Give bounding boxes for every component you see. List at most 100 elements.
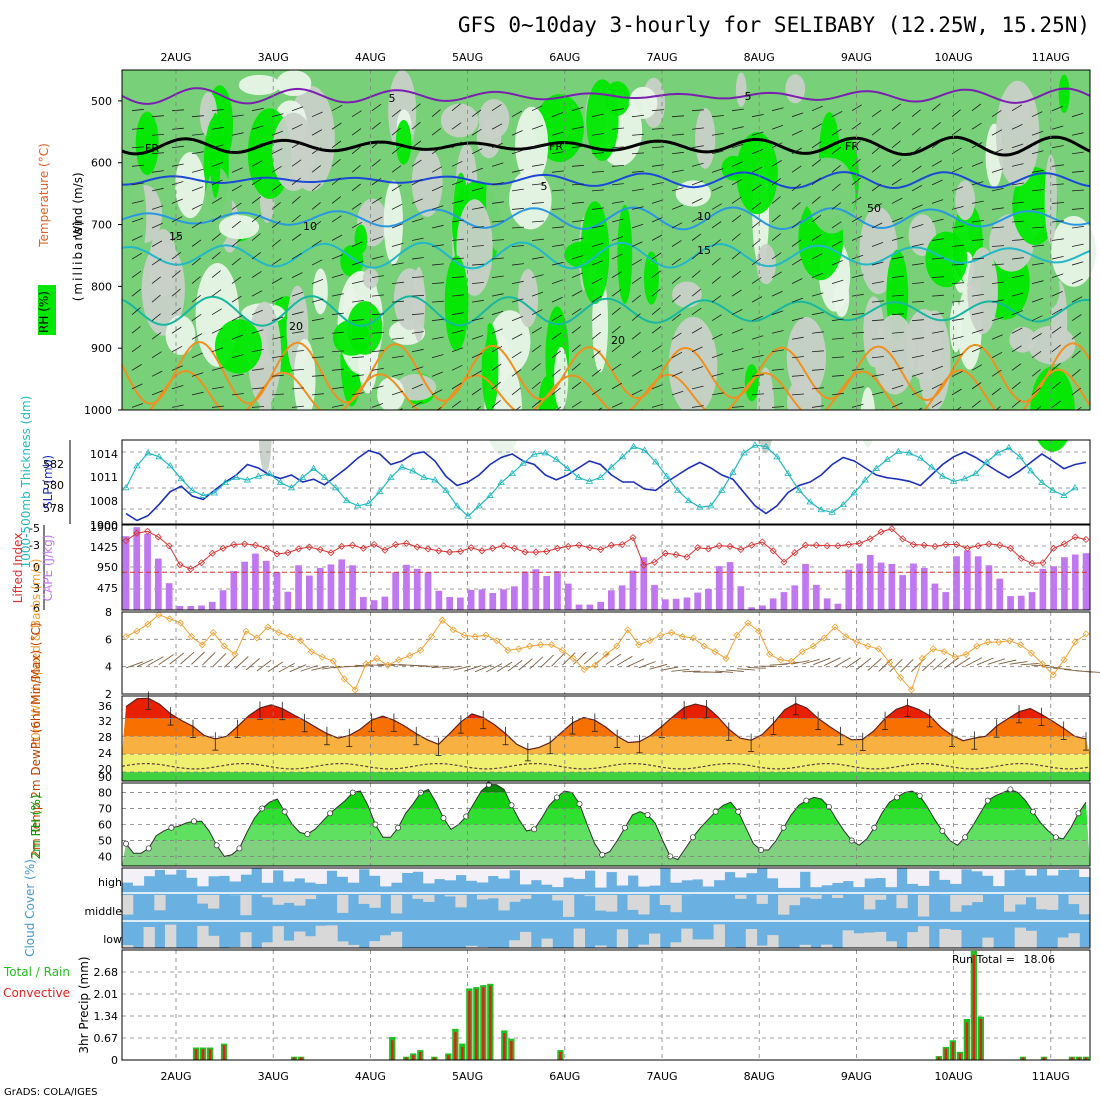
- wind-barb: [771, 214, 781, 223]
- cloud-low-clear: [595, 945, 607, 948]
- wind-barb: [331, 122, 342, 130]
- wind-barb: [631, 152, 645, 155]
- wind-barb: [691, 251, 701, 260]
- wind-barb: [451, 400, 462, 408]
- lifted-point: [305, 543, 313, 551]
- wind-speed-point: [220, 642, 228, 650]
- lifted-point: [845, 540, 853, 549]
- wind-barb: [1051, 145, 1064, 149]
- cape-bar: [877, 562, 885, 610]
- wind-barb: [231, 202, 242, 210]
- cloud-middle-clear: [659, 895, 672, 905]
- wind-barb-10m: [649, 663, 668, 670]
- wind-barb: [311, 220, 322, 229]
- cloud-middle-clear: [735, 895, 747, 899]
- wind-barb: [611, 183, 624, 186]
- wind-barb: [511, 298, 524, 303]
- wind-barb: [1011, 363, 1022, 371]
- wind-barb-10m: [409, 664, 428, 667]
- precip-conv-bar: [208, 1049, 212, 1060]
- wind-barb-10m: [987, 658, 1006, 665]
- thickness-point: [828, 508, 836, 515]
- wind-barb: [731, 108, 744, 112]
- wind-barb: [1031, 262, 1044, 266]
- wind-barb: [891, 103, 902, 112]
- precip-legend-total: Total / Rain: [3, 965, 70, 979]
- wind-barb: [731, 143, 744, 149]
- wind-barb: [751, 149, 763, 155]
- wind-speed-point: [231, 650, 239, 658]
- wind-barb-10m: [823, 657, 841, 666]
- rh-patch: [580, 201, 610, 305]
- cloud-high-clear: [337, 868, 349, 877]
- thickness-point: [420, 473, 428, 480]
- wind-barb: [771, 330, 784, 334]
- lifted-point: [316, 545, 324, 554]
- precip-tick: 0.67: [94, 1032, 119, 1045]
- wind-barb-10m: [845, 657, 862, 669]
- wind-barb: [211, 197, 223, 204]
- cape-bar: [802, 563, 809, 610]
- bottom-day-label: 2AUG: [160, 1070, 191, 1083]
- wind-barb: [731, 367, 744, 371]
- thickness-point: [541, 449, 550, 456]
- wind-barb: [911, 146, 922, 155]
- cape-bar: [532, 569, 540, 610]
- wind-speed-point: [635, 641, 643, 649]
- wind-barb: [1051, 381, 1061, 390]
- cloud-layer-low: low: [103, 933, 122, 946]
- cape-bar: [381, 596, 389, 610]
- wind-barb: [911, 204, 923, 210]
- cloud-high-clear: [692, 868, 704, 880]
- wind-barb: [511, 316, 523, 322]
- wind-barb: [511, 387, 521, 396]
- wind-barb: [211, 270, 221, 278]
- thickness-point: [519, 459, 527, 466]
- wind-barb: [491, 123, 503, 130]
- cloud-high-clear: [261, 868, 274, 883]
- wind-barb: [991, 148, 1003, 155]
- cloud-low-clear: [874, 931, 887, 948]
- cloud-middle-clear: [627, 895, 639, 910]
- rh-patch: [123, 171, 147, 264]
- wind-barb: [971, 329, 984, 334]
- cloud-low-clear: [573, 928, 585, 948]
- wind-barb: [891, 236, 904, 241]
- wind-barb: [711, 133, 724, 136]
- wind-barb: [391, 127, 401, 136]
- wind-speed-point: [646, 637, 654, 645]
- wind-barb: [471, 352, 483, 359]
- wind-barb: [891, 384, 904, 390]
- thickness-point: [254, 472, 263, 479]
- thickness-point: [497, 478, 505, 486]
- lifted-tick: -5: [29, 522, 40, 535]
- wind-barb: [331, 404, 344, 408]
- cloud-low-clear: [982, 937, 994, 948]
- wind-barb: [931, 330, 944, 334]
- rh-point: [962, 834, 969, 841]
- wind-barb: [171, 365, 183, 371]
- wind-barb: [831, 146, 842, 155]
- lifted-point: [877, 528, 885, 536]
- wind-barb: [351, 221, 363, 229]
- cape-tick: 475: [97, 582, 118, 595]
- wind-barb: [511, 263, 524, 266]
- thickness-point: [1071, 484, 1079, 491]
- cloud-middle-clear: [595, 895, 607, 911]
- wind-barb: [491, 104, 502, 112]
- wind-barb: [371, 140, 381, 149]
- wind-barb: [331, 234, 343, 241]
- lifted-tick: -3: [29, 539, 40, 552]
- wind-barb: [631, 206, 644, 210]
- cloud-low-clear: [853, 933, 865, 948]
- lifted-point: [672, 551, 680, 559]
- cape-bar: [694, 592, 701, 610]
- slp-line: [125, 449, 1087, 522]
- wind-barb: [1031, 387, 1041, 396]
- cloud-high-clear: [1025, 868, 1037, 876]
- cape-bar: [327, 564, 335, 610]
- wind-speed-point: [286, 633, 294, 641]
- wind-barb: [571, 219, 584, 223]
- wind-barb: [391, 165, 402, 173]
